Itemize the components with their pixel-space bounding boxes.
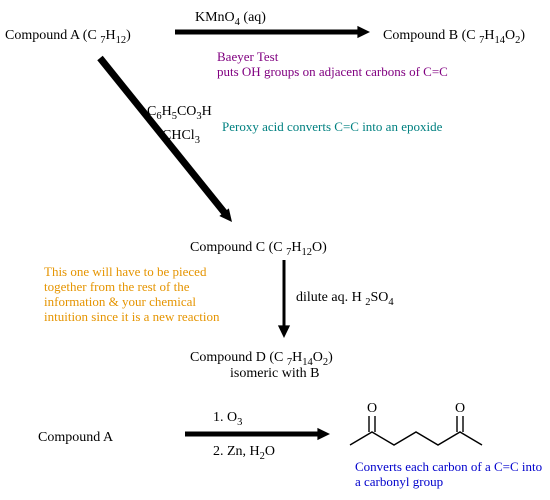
compound-a-label: Compound A (C 7H12) (5, 28, 131, 46)
note-peroxy: Peroxy acid converts C=C into an epoxide (222, 120, 442, 135)
svg-text:O: O (455, 401, 465, 416)
svg-text:O: O (367, 401, 377, 416)
note-blue: Converts each carbon of a C=C intoa carb… (355, 460, 542, 490)
compound-b-label: Compound B (C 7H14O2) (383, 28, 525, 46)
reagent-ozone-step2: 2. Zn, H2O (213, 444, 275, 462)
reagent-kmno4: KMnO4 (aq) (195, 10, 266, 28)
note-baeyer: Baeyer Testputs OH groups on adjacent ca… (217, 50, 448, 80)
compound-a-bottom-label: Compound A (38, 430, 113, 446)
compound-c-label: Compound C (C 7H12O) (190, 240, 327, 258)
note-orange: This one will have to be piecedtogether … (44, 265, 219, 325)
reagent-ozone-step1: 1. O3 (213, 410, 242, 428)
compound-d-label-line2: isomeric with B (230, 366, 319, 382)
reagent-chcl3: CHCl3 (162, 128, 200, 146)
reagent-peroxyacid: C6H5CO3H (147, 104, 212, 122)
reagent-h2so4: dilute aq. H 2SO4 (296, 290, 394, 308)
